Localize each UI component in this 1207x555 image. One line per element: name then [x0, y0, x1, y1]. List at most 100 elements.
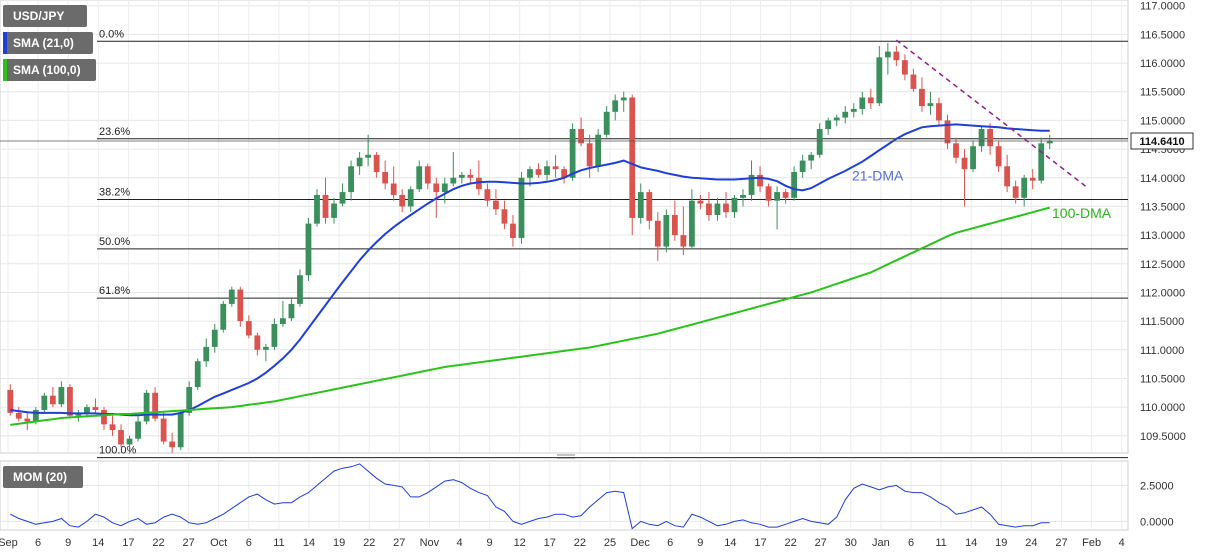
- fib-level-label: 0.0%: [99, 28, 124, 40]
- candle-down: [680, 235, 687, 247]
- date-tick-label: 4: [1119, 537, 1125, 549]
- price-axis[interactable]: 117.0000 116.5000 116.0000 115.5000 115.0000…: [0, 1, 1194, 443]
- candle-up: [365, 154, 372, 158]
- candle-down: [433, 183, 440, 193]
- candle-up: [833, 117, 840, 121]
- momentum-pane: 2.5000 0.0000: [0, 463, 1174, 530]
- candle-down: [552, 166, 559, 170]
- candle-up: [331, 203, 337, 218]
- candle-down: [169, 441, 176, 448]
- candle-down: [757, 174, 763, 187]
- sma100-legend[interactable]: SMA (100,0): [3, 59, 96, 81]
- price-tick-label: 116.5000: [1140, 29, 1185, 41]
- sma21-legend[interactable]: SMA (21,0): [3, 32, 93, 54]
- candle-up: [339, 192, 346, 204]
- candle-up: [228, 289, 235, 304]
- date-tick-label: 27: [182, 537, 194, 549]
- candle-down: [646, 192, 653, 221]
- downtrend-line: [895, 39, 1089, 189]
- price-tick-label: 116.0000: [1140, 58, 1185, 70]
- date-tick-label: 14: [724, 537, 736, 549]
- date-tick-label: 9: [487, 537, 493, 549]
- date-tick-label: 27: [1055, 537, 1067, 549]
- candle-down: [936, 103, 942, 121]
- candle-up: [450, 177, 457, 184]
- date-tick-label: Sep: [0, 537, 18, 549]
- candle-up: [356, 157, 363, 167]
- symbol-label: USD/JPY: [13, 9, 65, 23]
- date-tick-label: 9: [697, 537, 703, 549]
- candle-up: [876, 57, 883, 104]
- price-tick-label: 117.0000: [1140, 1, 1185, 13]
- momentum-legend[interactable]: MOM (20): [3, 466, 83, 488]
- candle-up: [1046, 141, 1053, 144]
- candle-down: [867, 97, 874, 104]
- candle-down: [373, 154, 380, 173]
- candle-up: [297, 275, 303, 304]
- candle-down: [706, 203, 712, 216]
- price-tick-label: 115.0000: [1140, 115, 1185, 127]
- date-tick-label: 25: [604, 537, 616, 549]
- candle-down: [7, 389, 14, 413]
- candle-down: [92, 407, 99, 410]
- candle-down: [322, 194, 329, 218]
- candle-up: [637, 192, 644, 218]
- date-tick-label: 22: [784, 537, 796, 549]
- date-tick-label: 4: [456, 537, 462, 549]
- candle-up: [620, 97, 627, 101]
- candle-down: [765, 186, 772, 201]
- candle-up: [84, 407, 90, 413]
- candle-down: [237, 289, 244, 322]
- fib-level-label: 38.2%: [99, 187, 130, 199]
- candle-up: [305, 223, 312, 276]
- candle-down: [910, 74, 917, 89]
- candle-down: [953, 143, 959, 158]
- candle-up: [203, 346, 210, 362]
- candle-up: [518, 177, 525, 238]
- candle-up: [271, 323, 278, 347]
- symbol-legend[interactable]: USD/JPY: [3, 5, 87, 27]
- date-tick-label: 22: [363, 537, 375, 549]
- candle-up: [416, 166, 423, 190]
- price-tick-label: 114.0000: [1140, 173, 1185, 185]
- candle-up: [850, 108, 857, 112]
- moving-averages: [10, 123, 1050, 426]
- candle-down: [152, 392, 159, 419]
- price-tick-label: 112.0000: [1140, 287, 1185, 299]
- fib-level-label: 23.6%: [99, 126, 130, 138]
- date-axis[interactable]: Sep 6 9 14 17 22 27 Oct 6 11 14 19 22 27 Nov 4 9 12 17 22 25…: [0, 537, 1125, 549]
- date-tick-label: 19: [333, 537, 345, 549]
- date-tick-label: Nov: [420, 537, 440, 549]
- candle-up: [927, 103, 934, 107]
- date-tick-label: 17: [122, 537, 134, 549]
- candle-up: [808, 154, 815, 161]
- date-tick-label: 22: [574, 537, 586, 549]
- fib-level-label: 61.8%: [99, 285, 130, 297]
- candle-up: [1021, 177, 1028, 198]
- candle-up: [407, 189, 414, 207]
- date-tick-label: 24: [1025, 537, 1037, 549]
- grid: [0, 0, 1129, 531]
- price-pane: [0, 0, 1129, 454]
- candle-up: [280, 318, 286, 324]
- price-tick-label: 110.0000: [1140, 402, 1185, 414]
- candle-down: [586, 143, 593, 167]
- date-tick-label: 6: [246, 537, 252, 549]
- momentum-tick-label: 0.0000: [1140, 516, 1174, 528]
- candle-up: [842, 111, 849, 118]
- candle-up: [740, 194, 746, 198]
- date-tick-label: 14: [965, 537, 977, 549]
- sma21-label: SMA (21,0): [13, 36, 74, 50]
- candle-down: [901, 60, 908, 75]
- date-tick-label: Dec: [630, 537, 650, 549]
- candle-down: [118, 430, 124, 445]
- candle-down: [919, 88, 925, 107]
- candle-up: [211, 329, 218, 347]
- candle-down: [1012, 186, 1019, 198]
- date-tick-label: Feb: [1082, 537, 1101, 549]
- price-tick-label: 110.5000: [1140, 373, 1185, 385]
- date-tick-label: 27: [815, 537, 827, 549]
- fib-level-label: 100.0%: [99, 445, 137, 457]
- candle-up: [135, 421, 141, 439]
- candle-up: [978, 129, 985, 147]
